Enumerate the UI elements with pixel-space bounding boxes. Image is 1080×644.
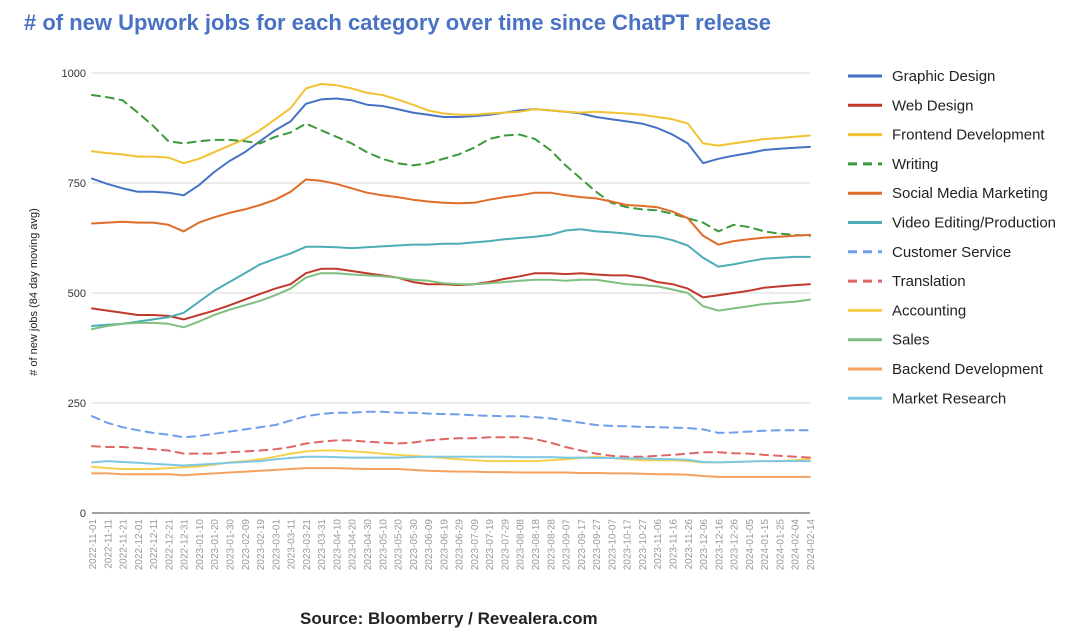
x-tick-label: 2023-05-20 bbox=[394, 519, 405, 571]
series-line-sales bbox=[91, 272, 811, 331]
legend-item-market-research: Market Research bbox=[848, 390, 1006, 407]
x-tick-label: 2023-08-08 bbox=[516, 519, 527, 571]
legend-item-video-editing-production: Video Editing/Production bbox=[848, 215, 1056, 232]
legend-label: Accounting bbox=[892, 302, 966, 319]
legend-label: Frontend Development bbox=[892, 127, 1045, 144]
x-tick-label: 2023-04-20 bbox=[348, 519, 359, 571]
x-tick-label: 2024-02-04 bbox=[791, 519, 802, 571]
y-tick-labels: 0 250 500 750 1000 bbox=[62, 68, 86, 520]
x-tick-label: 2023-08-28 bbox=[546, 519, 557, 571]
x-tick-label: 2023-10-17 bbox=[623, 519, 634, 571]
x-tick-label: 2022-11-11 bbox=[103, 519, 114, 569]
x-tick-label: 2023-12-26 bbox=[730, 519, 741, 571]
x-tick-label: 2023-07-09 bbox=[470, 519, 481, 571]
legend-label: Video Editing/Production bbox=[892, 215, 1056, 232]
x-tick-label: 2024-02-14 bbox=[806, 519, 817, 571]
x-tick-label: 2022-12-31 bbox=[180, 519, 191, 571]
x-tick-label: 2023-09-17 bbox=[577, 519, 588, 571]
legend-label: Translation bbox=[892, 273, 966, 290]
x-tick-label: 2023-10-07 bbox=[607, 519, 618, 571]
x-tick-label: 2024-01-15 bbox=[760, 519, 771, 571]
x-tick-label: 2023-04-10 bbox=[332, 519, 343, 571]
x-tick-label: 2023-05-30 bbox=[409, 519, 420, 571]
chart-title: # of new Upwork jobs for each category o… bbox=[24, 10, 772, 35]
series-line-writing bbox=[91, 94, 811, 237]
series-lines bbox=[91, 83, 811, 478]
x-tick-label: 2023-07-29 bbox=[500, 519, 511, 571]
x-tick-label: 2023-06-19 bbox=[439, 519, 450, 571]
series-line-video-editing-production bbox=[91, 228, 811, 327]
x-tick-label: 2023-01-30 bbox=[225, 519, 236, 571]
y-tick-label: 750 bbox=[68, 178, 86, 190]
x-tick-label: 2022-11-01 bbox=[88, 519, 99, 570]
legend-item-customer-service: Customer Service bbox=[848, 244, 1011, 261]
series-line-social-media-marketing bbox=[91, 178, 811, 246]
legend-item-writing: Writing bbox=[848, 156, 938, 173]
legend-label: Writing bbox=[892, 156, 938, 173]
x-tick-label: 2023-10-27 bbox=[638, 519, 649, 571]
x-tick-label: 2023-01-10 bbox=[195, 519, 206, 571]
series-line-frontend-development bbox=[91, 83, 811, 165]
x-tick-label: 2023-03-11 bbox=[287, 519, 298, 570]
series-line-backend-development bbox=[91, 467, 811, 478]
x-tick-label: 2023-07-19 bbox=[485, 519, 496, 571]
x-tick-label: 2023-02-19 bbox=[256, 519, 267, 571]
legend-item-backend-development: Backend Development bbox=[848, 361, 1044, 378]
y-tick-label: 1000 bbox=[62, 68, 86, 80]
series-line-customer-service bbox=[91, 410, 811, 439]
grid-layer bbox=[92, 72, 810, 514]
x-tick-label: 2023-06-29 bbox=[455, 519, 466, 571]
legend-label: Backend Development bbox=[892, 361, 1044, 378]
x-tick-label: 2023-08-18 bbox=[531, 519, 542, 571]
y-tick-label: 0 bbox=[80, 508, 86, 520]
legend-label: Web Design bbox=[892, 97, 973, 114]
legend-label: Social Media Marketing bbox=[892, 185, 1048, 202]
legend-item-web-design: Web Design bbox=[848, 97, 973, 114]
y-tick-label: 250 bbox=[68, 398, 86, 410]
x-tick-label: 2022-12-11 bbox=[149, 519, 160, 570]
x-tick-label: 2023-02-09 bbox=[241, 519, 252, 571]
x-tick-label: 2022-12-21 bbox=[164, 519, 175, 571]
legend-label: Sales bbox=[892, 332, 930, 349]
x-tick-label: 2023-01-20 bbox=[210, 519, 221, 571]
x-tick-label: 2023-12-16 bbox=[714, 519, 725, 571]
x-tick-label: 2023-06-09 bbox=[424, 519, 435, 571]
x-tick-label: 2023-05-10 bbox=[378, 519, 389, 571]
x-tick-label: 2024-01-25 bbox=[775, 519, 786, 571]
series-line-translation bbox=[91, 436, 811, 459]
legend: Graphic Design Web Design Frontend Develop… bbox=[848, 68, 1056, 407]
y-tick-label: 500 bbox=[68, 288, 86, 300]
series-line-market-research bbox=[91, 455, 811, 467]
y-axis-label: # of new jobs (84 day moving avg) bbox=[28, 208, 40, 376]
legend-item-translation: Translation bbox=[848, 273, 966, 290]
x-tick-label: 2023-11-26 bbox=[684, 519, 695, 570]
source-caption: Source: Bloomberry / Revealera.com bbox=[300, 609, 598, 628]
series-line-accounting bbox=[91, 449, 811, 470]
series-line-web-design bbox=[91, 267, 811, 321]
x-tick-label: 2023-12-06 bbox=[699, 519, 710, 571]
x-tick-label: 2024-01-05 bbox=[745, 519, 756, 571]
legend-item-social-media-marketing: Social Media Marketing bbox=[848, 185, 1048, 202]
legend-item-accounting: Accounting bbox=[848, 302, 966, 319]
x-tick-label: 2023-11-06 bbox=[653, 519, 664, 570]
x-tick-label: 2023-04-30 bbox=[363, 519, 374, 571]
x-tick-label: 2023-03-21 bbox=[302, 519, 313, 571]
legend-label: Customer Service bbox=[892, 244, 1011, 261]
x-tick-label: 2022-12-01 bbox=[134, 519, 145, 571]
legend-item-graphic-design: Graphic Design bbox=[848, 68, 995, 85]
x-tick-label: 2023-09-07 bbox=[562, 519, 573, 571]
x-tick-label: 2022-11-21 bbox=[119, 519, 130, 570]
legend-item-frontend-development: Frontend Development bbox=[848, 127, 1045, 144]
x-tick-labels: 2022-11-01 2022-11-11 2022-11-21 2022-12-01… bbox=[88, 519, 817, 571]
x-tick-label: 2023-09-27 bbox=[592, 519, 603, 571]
legend-item-sales: Sales bbox=[848, 332, 930, 349]
series-line-graphic-design bbox=[91, 97, 811, 197]
x-tick-label: 2023-11-16 bbox=[669, 519, 680, 570]
legend-label: Market Research bbox=[892, 390, 1006, 407]
legend-label: Graphic Design bbox=[892, 68, 995, 85]
x-tick-label: 2023-03-31 bbox=[317, 519, 328, 571]
x-tick-label: 2023-03-01 bbox=[271, 519, 282, 571]
